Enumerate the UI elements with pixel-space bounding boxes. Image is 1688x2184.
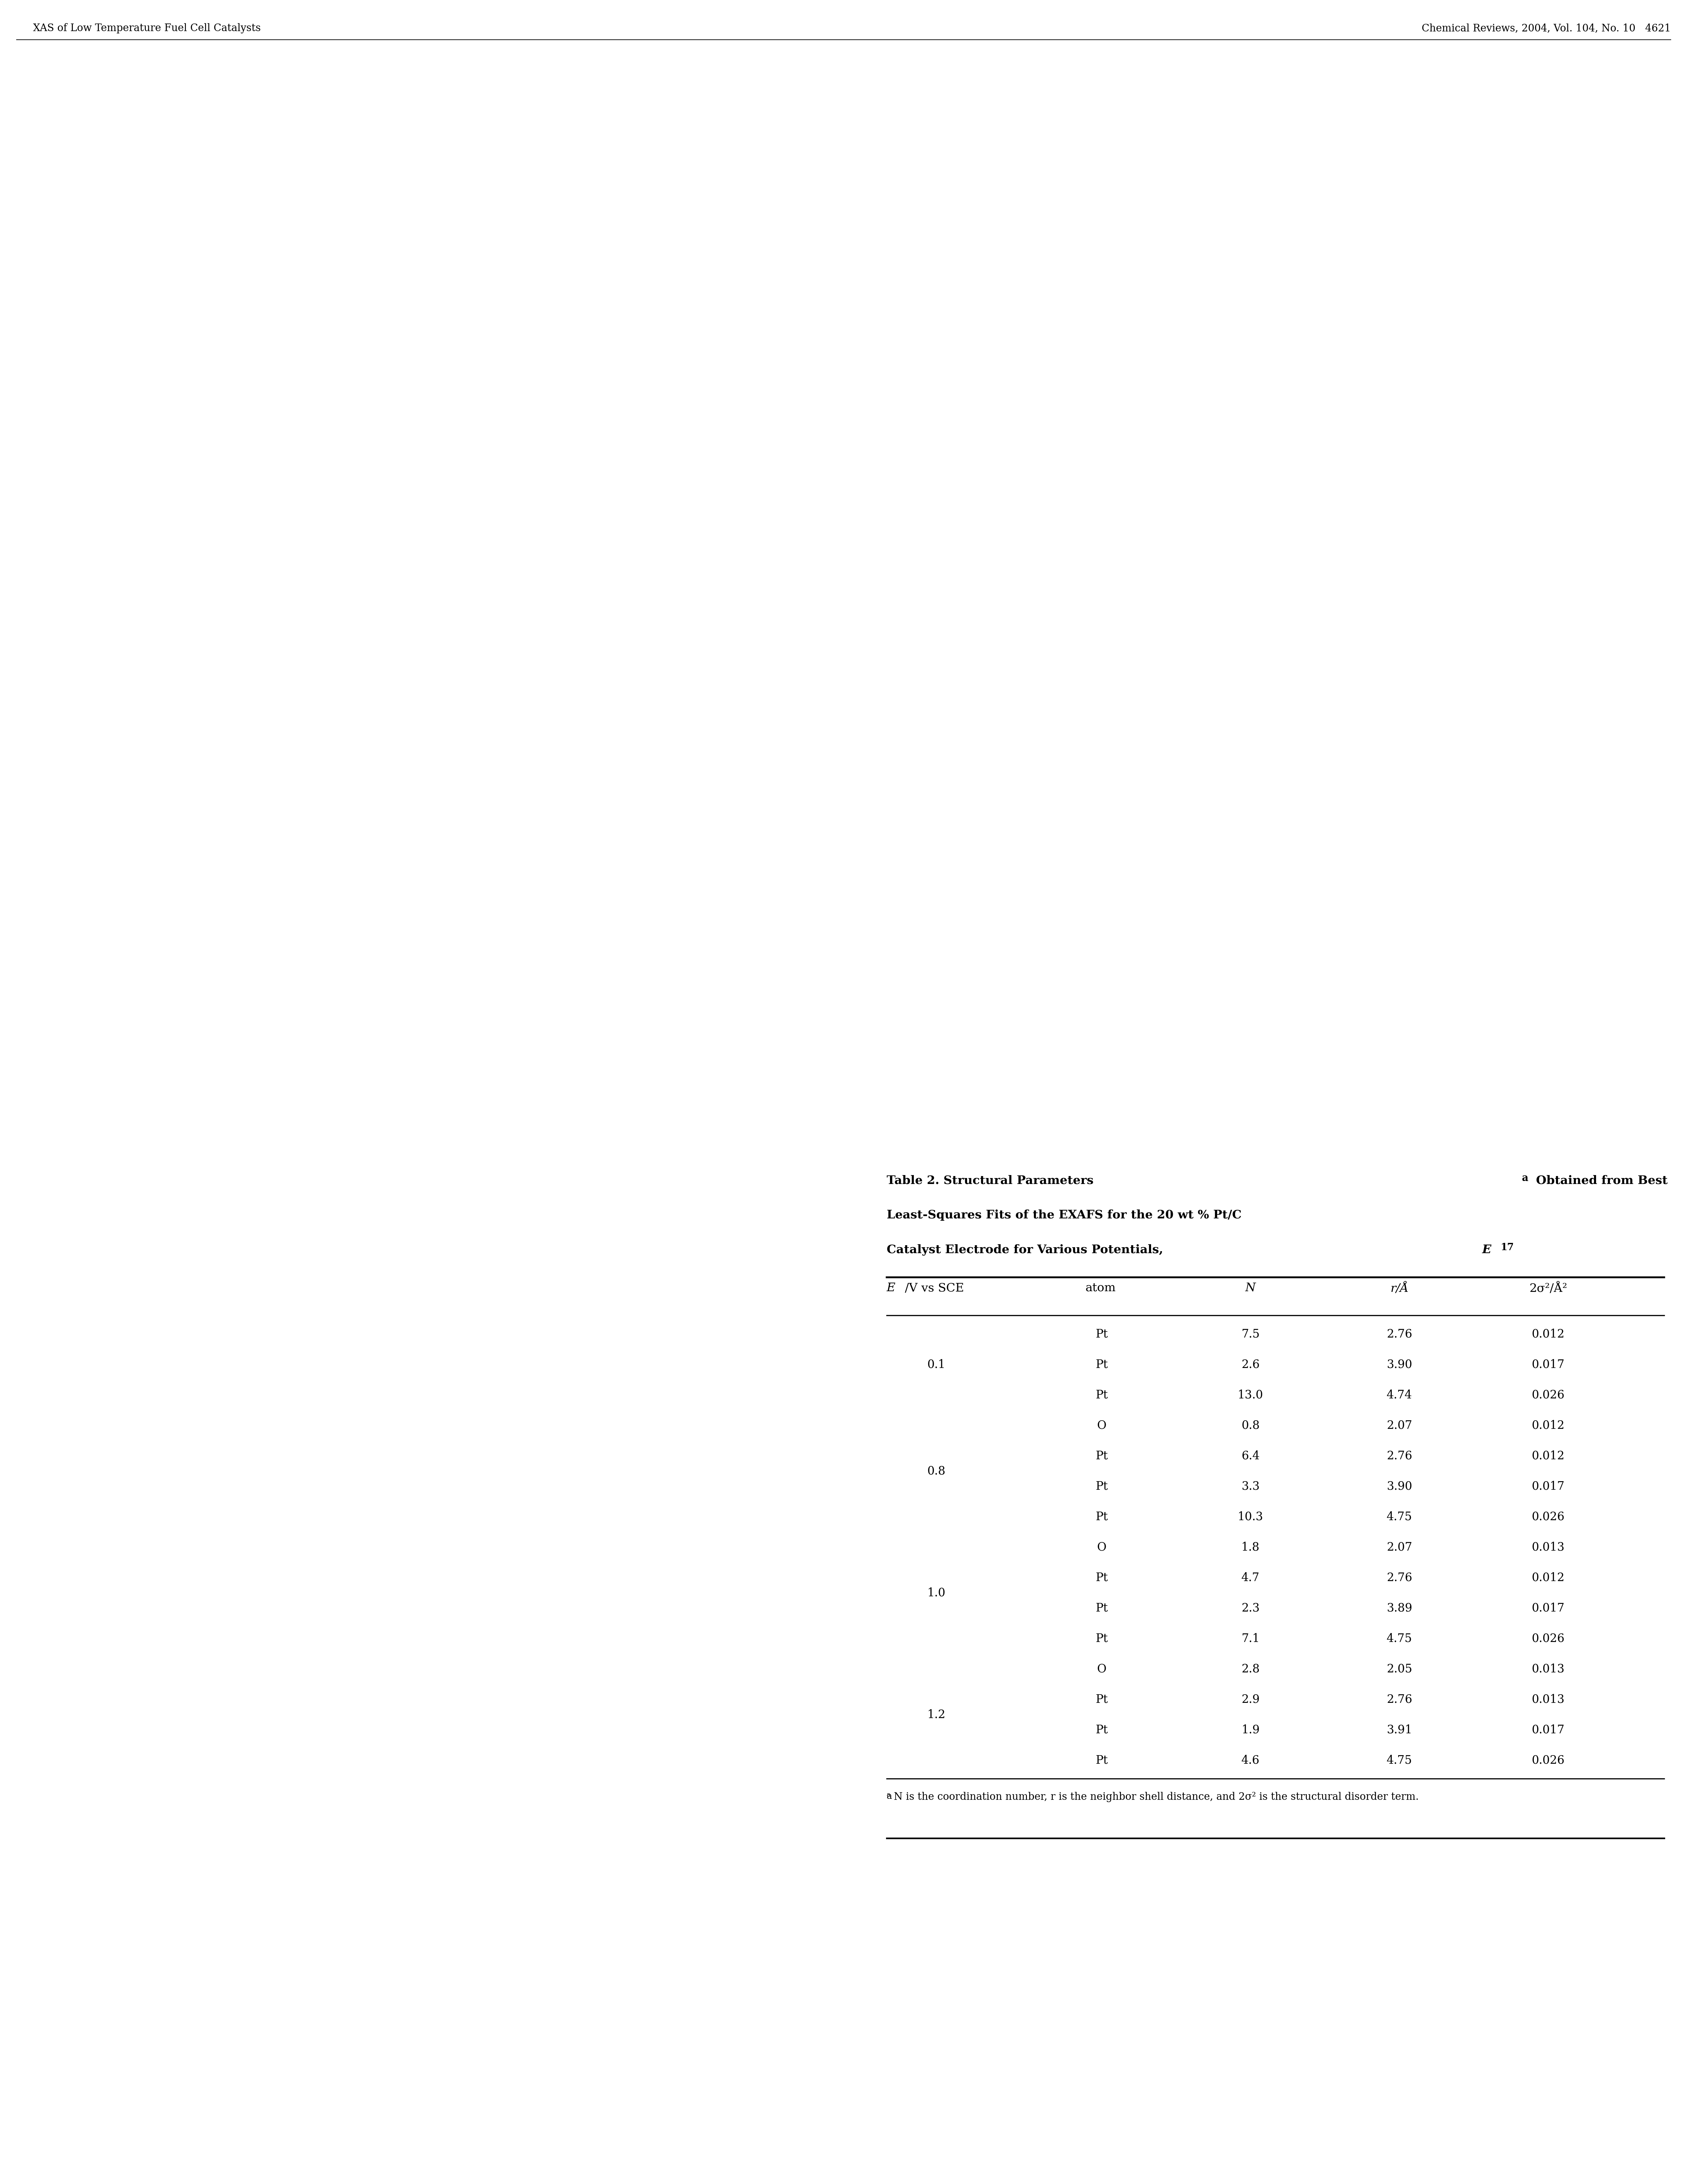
Text: 2.76: 2.76 bbox=[1386, 1328, 1413, 1339]
Text: Pt: Pt bbox=[1096, 1481, 1107, 1492]
Text: 0.8: 0.8 bbox=[927, 1465, 945, 1476]
Text: 3.90: 3.90 bbox=[1388, 1358, 1413, 1369]
Text: E: E bbox=[886, 1282, 895, 1293]
Text: Pt: Pt bbox=[1096, 1328, 1107, 1339]
Text: 2.76: 2.76 bbox=[1386, 1450, 1413, 1461]
Text: 1.0: 1.0 bbox=[927, 1588, 945, 1599]
Text: Chemical Reviews, 2004, Vol. 104, No. 10   4621: Chemical Reviews, 2004, Vol. 104, No. 10… bbox=[1421, 24, 1671, 33]
Text: 2σ²/Å²: 2σ²/Å² bbox=[1529, 1282, 1568, 1295]
Text: 0.017: 0.017 bbox=[1533, 1358, 1565, 1369]
Text: 2.76: 2.76 bbox=[1386, 1693, 1413, 1706]
Text: Pt: Pt bbox=[1096, 1603, 1107, 1614]
Text: XAS of Low Temperature Fuel Cell Catalysts: XAS of Low Temperature Fuel Cell Catalys… bbox=[34, 24, 260, 33]
Text: 10.3: 10.3 bbox=[1237, 1511, 1263, 1522]
Text: 2.76: 2.76 bbox=[1386, 1572, 1413, 1583]
Text: 0.012: 0.012 bbox=[1533, 1328, 1565, 1339]
Text: Pt: Pt bbox=[1096, 1358, 1107, 1369]
Text: Table 2. Structural Parameters: Table 2. Structural Parameters bbox=[886, 1175, 1094, 1186]
Text: 4.6: 4.6 bbox=[1241, 1754, 1259, 1765]
Text: O: O bbox=[1097, 1664, 1106, 1675]
Text: 3.90: 3.90 bbox=[1388, 1481, 1413, 1492]
Text: 2.05: 2.05 bbox=[1388, 1664, 1413, 1675]
Text: a: a bbox=[886, 1791, 895, 1802]
Text: Least-Squares Fits of the EXAFS for the 20 wt % Pt/C: Least-Squares Fits of the EXAFS for the … bbox=[886, 1210, 1242, 1221]
Text: Pt: Pt bbox=[1096, 1389, 1107, 1400]
Text: 0.013: 0.013 bbox=[1533, 1664, 1565, 1675]
Text: r/Å: r/Å bbox=[1391, 1282, 1409, 1295]
Text: atom: atom bbox=[1085, 1282, 1116, 1293]
Text: 1.2: 1.2 bbox=[927, 1708, 945, 1721]
Text: 3.3: 3.3 bbox=[1241, 1481, 1259, 1492]
Text: 2.6: 2.6 bbox=[1241, 1358, 1259, 1369]
Text: Obtained from Best: Obtained from Best bbox=[1531, 1175, 1668, 1186]
Text: 0.1: 0.1 bbox=[927, 1358, 945, 1369]
Text: Pt: Pt bbox=[1096, 1723, 1107, 1736]
Text: 7.5: 7.5 bbox=[1241, 1328, 1259, 1339]
Text: 0.013: 0.013 bbox=[1533, 1693, 1565, 1706]
Text: 2.3: 2.3 bbox=[1241, 1603, 1259, 1614]
Text: 17: 17 bbox=[1501, 1243, 1514, 1251]
Text: 6.4: 6.4 bbox=[1241, 1450, 1259, 1461]
Text: Pt: Pt bbox=[1096, 1634, 1107, 1645]
Text: 7.1: 7.1 bbox=[1241, 1634, 1259, 1645]
Text: O: O bbox=[1097, 1542, 1106, 1553]
Text: 0.017: 0.017 bbox=[1533, 1603, 1565, 1614]
Text: 13.0: 13.0 bbox=[1237, 1389, 1263, 1400]
Text: 0.026: 0.026 bbox=[1533, 1634, 1565, 1645]
Text: E: E bbox=[1482, 1245, 1491, 1256]
Text: 1.9: 1.9 bbox=[1241, 1723, 1259, 1736]
Text: 2.07: 2.07 bbox=[1388, 1542, 1413, 1553]
Text: Pt: Pt bbox=[1096, 1511, 1107, 1522]
Text: Pt: Pt bbox=[1096, 1754, 1107, 1765]
Text: O: O bbox=[1097, 1420, 1106, 1431]
Text: Catalyst Electrode for Various Potentials,: Catalyst Electrode for Various Potential… bbox=[886, 1245, 1168, 1256]
Text: 0.017: 0.017 bbox=[1533, 1481, 1565, 1492]
Text: 3.89: 3.89 bbox=[1386, 1603, 1413, 1614]
Text: 2.8: 2.8 bbox=[1241, 1664, 1259, 1675]
Text: 0.017: 0.017 bbox=[1533, 1723, 1565, 1736]
Text: 3.91: 3.91 bbox=[1388, 1723, 1413, 1736]
Text: 4.75: 4.75 bbox=[1388, 1634, 1413, 1645]
Text: Pt: Pt bbox=[1096, 1693, 1107, 1706]
Text: a: a bbox=[1523, 1173, 1528, 1184]
Text: Pt: Pt bbox=[1096, 1450, 1107, 1461]
Text: 0.013: 0.013 bbox=[1533, 1542, 1565, 1553]
Text: 4.7: 4.7 bbox=[1241, 1572, 1259, 1583]
Text: Pt: Pt bbox=[1096, 1572, 1107, 1583]
Text: 0.026: 0.026 bbox=[1533, 1389, 1565, 1400]
Text: 0.012: 0.012 bbox=[1533, 1450, 1565, 1461]
Text: 0.026: 0.026 bbox=[1533, 1754, 1565, 1765]
Text: 0.012: 0.012 bbox=[1533, 1420, 1565, 1431]
Text: 4.74: 4.74 bbox=[1388, 1389, 1413, 1400]
Text: 0.026: 0.026 bbox=[1533, 1511, 1565, 1522]
Text: ᵃ N is the coordination number, r is the neighbor shell distance, and 2σ² is the: ᵃ N is the coordination number, r is the… bbox=[886, 1791, 1420, 1802]
Text: 2.9: 2.9 bbox=[1241, 1693, 1259, 1706]
Text: 4.75: 4.75 bbox=[1388, 1754, 1413, 1765]
Text: 0.8: 0.8 bbox=[1241, 1420, 1259, 1431]
Text: /V vs SCE: /V vs SCE bbox=[905, 1282, 964, 1293]
Text: 0.012: 0.012 bbox=[1533, 1572, 1565, 1583]
Text: 2.07: 2.07 bbox=[1388, 1420, 1413, 1431]
Text: 1.8: 1.8 bbox=[1241, 1542, 1259, 1553]
Text: N: N bbox=[1246, 1282, 1256, 1293]
Text: 4.75: 4.75 bbox=[1388, 1511, 1413, 1522]
